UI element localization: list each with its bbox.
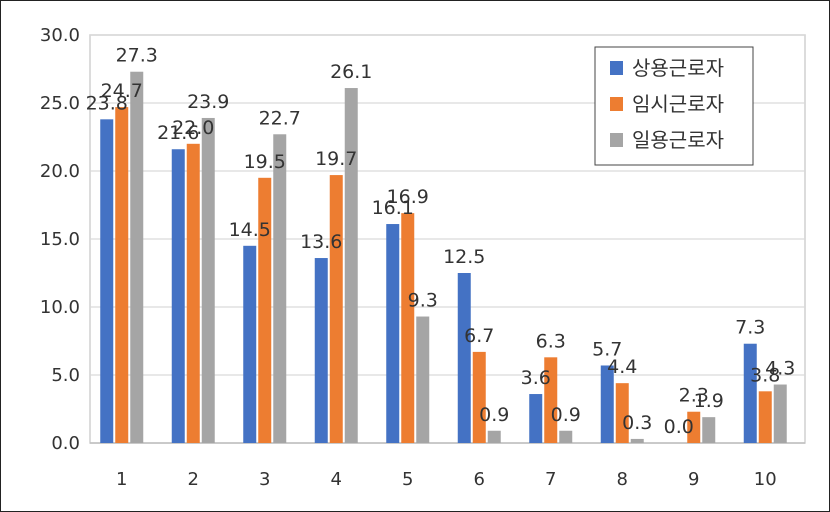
data-label: 4.4 [607, 356, 637, 378]
x-tick-label: 4 [331, 469, 342, 490]
x-tick-label: 2 [188, 469, 199, 490]
bar-1-1 [100, 119, 114, 443]
data-label: 12.5 [443, 246, 485, 268]
legend-label-2: 임시근로자 [632, 92, 724, 116]
bar-2-3 [258, 177, 272, 444]
x-tick-label: 1 [116, 469, 127, 490]
x-axis-ticks: 1 2 3 4 5 6 7 8 9 10 [116, 469, 777, 490]
bar-3-1 [130, 71, 144, 443]
data-label: 16.9 [387, 186, 429, 208]
y-tick-label: 30.0 [40, 25, 80, 46]
data-label: 21.6 [157, 122, 199, 144]
y-axis-ticks: 0.0 5.0 10.0 15.0 20.0 25.0 30.0 [40, 25, 80, 454]
x-tick-label: 5 [402, 469, 413, 490]
data-label: 23.9 [187, 91, 229, 113]
bar-3-2 [201, 117, 215, 444]
data-label: 6.7 [464, 325, 494, 347]
bar-1-6 [457, 273, 471, 443]
data-label: 2.3 [679, 385, 709, 407]
bar-2-1 [115, 107, 129, 443]
data-label: 4.3 [765, 358, 795, 380]
y-tick-label: 10.0 [40, 297, 80, 318]
bar-3-5 [416, 316, 430, 443]
data-label: 26.1 [330, 61, 372, 83]
data-label: 24.7 [101, 80, 143, 102]
y-tick-label: 0.0 [51, 433, 80, 454]
data-label: 6.3 [536, 330, 566, 352]
bar-1-2 [171, 149, 185, 444]
data-label: 7.3 [735, 317, 765, 339]
data-label: 22.7 [259, 107, 301, 129]
bar-2-5 [401, 213, 415, 443]
bar-3-9 [702, 417, 716, 443]
data-label: 9.3 [408, 290, 438, 312]
bar-1-7 [529, 394, 543, 443]
bar-3-7 [559, 430, 573, 443]
legend-swatch-2 [610, 97, 623, 111]
bar-3-10 [773, 384, 787, 443]
data-label: 5.7 [592, 338, 622, 360]
data-label: 1.9 [694, 390, 724, 412]
bar-2-7 [544, 357, 558, 443]
bar-3-3 [273, 134, 287, 443]
bar-3-4 [344, 88, 358, 443]
x-tick-label: 3 [259, 469, 270, 490]
bar-2-4 [329, 175, 343, 443]
legend-label-1: 상용근로자 [632, 56, 724, 80]
data-label: 19.5 [244, 151, 286, 173]
data-label: 22.0 [172, 117, 214, 139]
data-label: 3.8 [750, 364, 780, 386]
x-tick-label: 6 [474, 469, 485, 490]
y-tick-label: 5.0 [51, 365, 80, 386]
bar-1-5 [386, 224, 400, 443]
data-label: 0.9 [479, 404, 509, 426]
y-tick-label: 20.0 [40, 161, 80, 182]
bar-3-8 [630, 438, 644, 443]
bar-1-4 [314, 258, 328, 443]
data-label: 13.6 [300, 231, 342, 253]
x-tick-label: 7 [545, 469, 556, 490]
bar-3-6 [487, 430, 501, 443]
legend-swatch-3 [610, 133, 623, 147]
data-label: 19.7 [315, 148, 357, 170]
bars [100, 71, 787, 444]
x-tick-label: 9 [688, 469, 699, 490]
x-tick-label: 10 [754, 469, 777, 490]
data-label: 3.6 [521, 367, 551, 389]
bar-2-9 [687, 411, 701, 443]
y-tick-label: 25.0 [40, 93, 80, 114]
bar-2-10 [758, 391, 772, 443]
bar-1-8 [600, 365, 614, 443]
data-label: 0.0 [664, 416, 694, 438]
data-label: 16.1 [372, 197, 414, 219]
y-tick-label: 15.0 [40, 229, 80, 250]
legend-label-3: 일용근로자 [632, 128, 724, 152]
bar-1-10 [743, 343, 757, 443]
data-label: 27.3 [116, 45, 158, 67]
legend-swatch-1 [610, 61, 623, 75]
bar-2-8 [615, 383, 629, 443]
data-label: 14.5 [229, 219, 271, 241]
bar-1-3 [243, 245, 257, 443]
bar-2-2 [186, 143, 200, 444]
data-label: 0.9 [551, 404, 581, 426]
data-label: 23.8 [86, 92, 128, 114]
data-labels: 23.824.7 27.3 21.622.0 23.9 14.5 19.5 22.7 13.6… [86, 45, 796, 438]
x-tick-label: 8 [617, 469, 628, 490]
bar-2-6 [472, 351, 486, 443]
data-label: 0.3 [622, 412, 652, 434]
